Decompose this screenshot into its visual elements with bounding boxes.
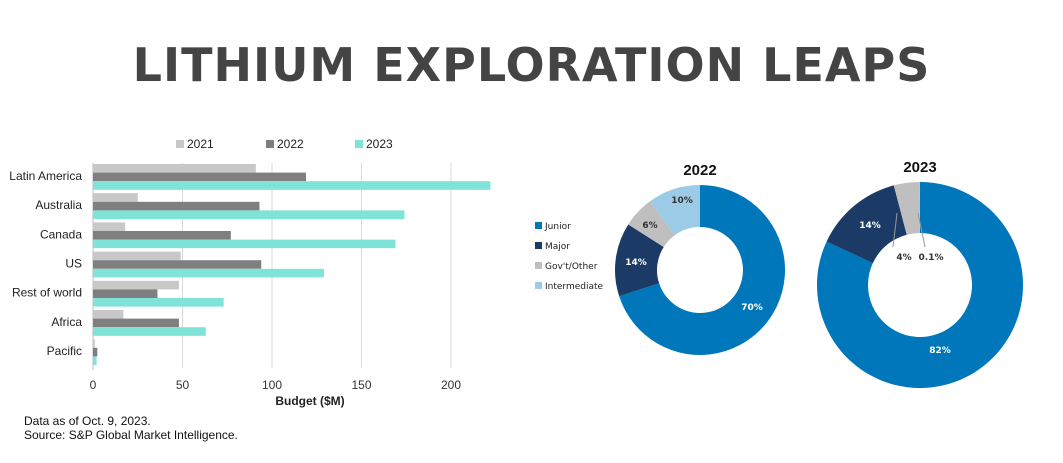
data-label: 4% [896, 253, 911, 263]
bar-2022 [93, 318, 179, 328]
legend-label: 2022 [277, 137, 304, 151]
bar-2021 [93, 339, 95, 348]
bar-2022 [93, 201, 260, 211]
category-label: US [65, 257, 82, 271]
donut-slice-major [826, 185, 907, 264]
donut-slice-major [615, 224, 664, 297]
legend-label: 2021 [187, 137, 214, 151]
legend-swatch-2023 [355, 140, 363, 148]
category-label: Rest of world [12, 286, 82, 300]
footnote-date: Data as of Oct. 9, 2023. [24, 414, 151, 428]
data-label: 14% [625, 258, 647, 268]
data-label: 70% [741, 303, 763, 313]
x-tick-label: 200 [441, 378, 461, 392]
category-label: Canada [40, 227, 82, 241]
legend-swatch [535, 262, 542, 269]
legend-label: Junior [544, 222, 571, 232]
legend-swatch-2022 [266, 140, 274, 148]
bar-2023 [93, 181, 491, 190]
legend-swatch-2021 [176, 140, 184, 148]
donut-slice-junior [816, 182, 1023, 388]
data-label: 10% [671, 196, 693, 206]
donut-title: 2022 [683, 162, 716, 179]
x-tick-label: 0 [90, 378, 97, 392]
leader-line [892, 212, 898, 248]
footnote: Data as of Oct. 9, 2023. Source: S&P Glo… [24, 414, 238, 442]
category-label: Pacific [47, 344, 82, 358]
footnote-source: Source: S&P Global Market Intelligence. [24, 428, 238, 442]
legend-swatch [535, 282, 542, 289]
legend-label: Gov't/Other [545, 262, 598, 272]
page-title: LITHIUM EXPLORATION LEAPS [132, 38, 931, 92]
bar-2023 [93, 298, 224, 307]
x-tick-label: 50 [176, 378, 190, 392]
legend-swatch [535, 242, 542, 249]
bar-2022 [93, 260, 262, 269]
bar-2022 [93, 289, 158, 298]
donut-title: 2023 [903, 159, 936, 176]
legend-swatch [535, 222, 542, 229]
bar-2023 [93, 268, 324, 278]
bar-2023 [93, 327, 206, 336]
bar-2022 [93, 347, 98, 357]
bar-2021 [93, 310, 124, 319]
category-label: Africa [51, 315, 82, 329]
donut-slice-govtother [893, 182, 920, 235]
data-label: 0.1% [919, 253, 944, 263]
bar-2023 [93, 210, 405, 219]
donut-slice-intermediate [650, 185, 700, 236]
bar-2022 [93, 172, 307, 182]
bar-2022 [93, 231, 231, 240]
bar-2021 [93, 222, 126, 231]
x-axis-label: Budget ($M) [275, 394, 344, 408]
data-label: 14% [859, 221, 881, 231]
bar-2021 [93, 251, 181, 261]
leader-line [917, 212, 926, 248]
bar-2023 [93, 356, 97, 365]
donut-slice-govtother [628, 201, 675, 247]
legend-label: Intermediate [545, 282, 604, 292]
donut-slice-junior [619, 185, 786, 355]
category-label: Australia [35, 198, 82, 212]
bar-2023 [93, 239, 396, 249]
legend-label: Major [545, 242, 570, 252]
data-label: 82% [929, 346, 951, 356]
legend-label: 2023 [366, 137, 393, 151]
x-tick-label: 100 [262, 378, 282, 392]
category-label: Latin America [9, 169, 82, 183]
data-label: 6% [642, 221, 657, 231]
x-tick-label: 150 [351, 378, 371, 392]
bar-2021 [93, 280, 179, 290]
bar-2021 [93, 164, 256, 173]
bar-2021 [93, 193, 138, 202]
